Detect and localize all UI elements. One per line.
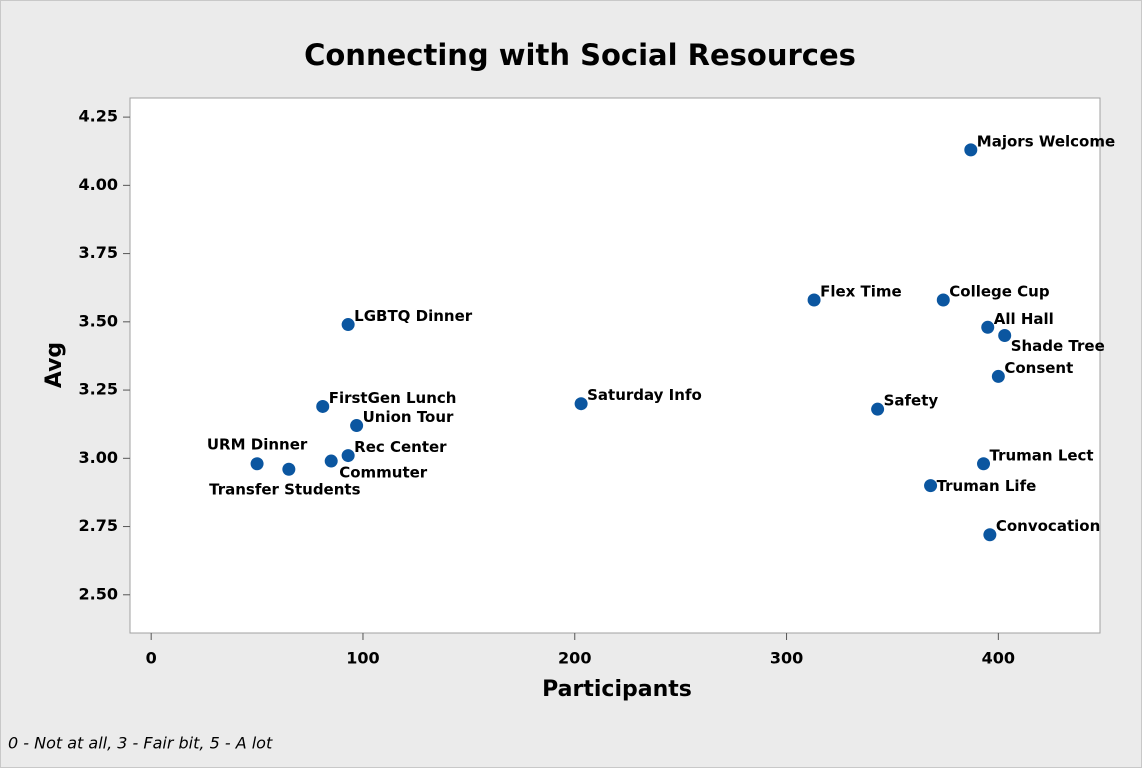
point-label: Truman Lect xyxy=(990,446,1094,464)
point xyxy=(964,143,978,157)
point xyxy=(250,457,264,471)
point xyxy=(924,479,938,493)
point-label: Convocation xyxy=(996,517,1100,535)
y-tick-label: 3.00 xyxy=(79,448,118,467)
y-tick-label: 2.75 xyxy=(79,516,118,535)
footnote: 0 - Not at all, 3 - Fair bit, 5 - A lot xyxy=(8,734,273,753)
point xyxy=(983,528,997,542)
point-label: Safety xyxy=(884,392,939,410)
point-label: Saturday Info xyxy=(587,386,702,404)
point xyxy=(981,320,995,334)
point xyxy=(324,454,338,468)
y-tick-label: 3.75 xyxy=(79,243,118,262)
point xyxy=(341,318,355,332)
point-label: Union Tour xyxy=(363,408,454,426)
point-label: Truman Life xyxy=(937,477,1037,495)
y-axis-label: Avg xyxy=(42,342,67,388)
y-tick-label: 4.25 xyxy=(79,107,118,126)
point xyxy=(341,449,355,463)
plot-area xyxy=(129,97,1101,634)
point xyxy=(936,293,950,307)
point xyxy=(807,293,821,307)
point xyxy=(282,462,296,476)
point-label: FirstGen Lunch xyxy=(329,389,457,407)
point xyxy=(871,402,885,416)
x-tick-label: 100 xyxy=(346,649,379,668)
x-tick-label: 300 xyxy=(770,649,803,668)
point-label: College Cup xyxy=(949,282,1050,300)
point-label: URM Dinner xyxy=(207,435,308,453)
point-label: LGBTQ Dinner xyxy=(354,307,473,325)
chart-title: Connecting with Social Resources xyxy=(304,38,856,72)
x-axis-label: Participants xyxy=(542,677,692,702)
point-label: Majors Welcome xyxy=(977,132,1115,150)
point xyxy=(977,457,991,471)
x-tick-label: 0 xyxy=(146,649,157,668)
point xyxy=(316,399,330,413)
point-label: Consent xyxy=(1004,359,1073,377)
point xyxy=(574,397,588,411)
x-tick-label: 200 xyxy=(558,649,591,668)
point-label: Commuter xyxy=(339,464,428,482)
y-tick-label: 3.50 xyxy=(79,311,118,330)
point xyxy=(998,328,1012,342)
x-tick-label: 400 xyxy=(982,649,1015,668)
point-label: All Hall xyxy=(994,310,1054,328)
point-label: Flex Time xyxy=(820,282,902,300)
point-label: Shade Tree xyxy=(1011,337,1105,355)
y-tick-label: 4.00 xyxy=(79,175,118,194)
y-tick-label: 3.25 xyxy=(79,380,118,399)
point-label: Transfer Students xyxy=(209,481,360,499)
point xyxy=(350,419,364,433)
point xyxy=(991,369,1005,383)
point-label: Rec Center xyxy=(354,438,447,456)
y-tick-label: 2.50 xyxy=(79,584,118,603)
